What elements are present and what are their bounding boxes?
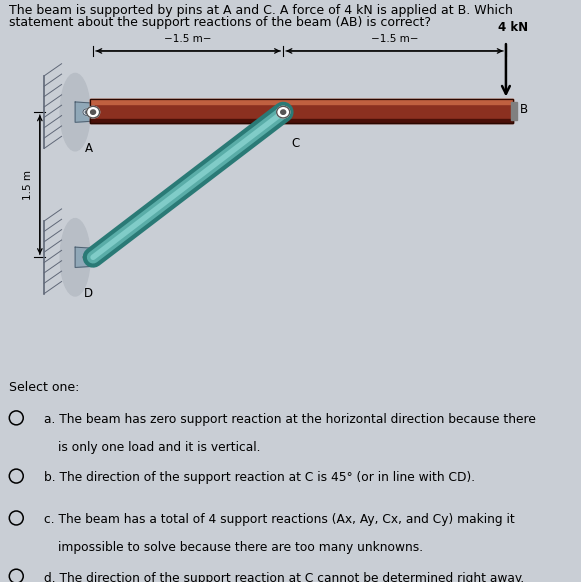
- Text: statement about the support reactions of the beam (AB) is correct?: statement about the support reactions of…: [9, 16, 431, 29]
- Circle shape: [281, 110, 286, 114]
- Text: Select one:: Select one:: [9, 381, 79, 394]
- Text: 4 kN: 4 kN: [498, 21, 528, 34]
- Circle shape: [83, 109, 90, 115]
- Text: C: C: [291, 137, 300, 150]
- Bar: [91, 100, 513, 123]
- Text: a. The beam has zero support reaction at the horizontal direction because there: a. The beam has zero support reaction at…: [44, 413, 536, 426]
- Text: 1.5 m: 1.5 m: [23, 170, 33, 200]
- Circle shape: [83, 254, 90, 261]
- Circle shape: [85, 256, 88, 258]
- Text: c. The beam has a total of 4 support reactions (Ax, Ay, Cx, and Cy) making it: c. The beam has a total of 4 support rea…: [44, 513, 514, 526]
- Text: −1.5 m−: −1.5 m−: [371, 34, 418, 44]
- Circle shape: [85, 111, 88, 113]
- Text: b. The direction of the support reaction at C is 45° (or in line with CD).: b. The direction of the support reaction…: [44, 471, 475, 484]
- Text: A: A: [85, 142, 93, 155]
- Text: −1.5 m−: −1.5 m−: [164, 34, 212, 44]
- Bar: [91, 119, 513, 123]
- Bar: [91, 100, 513, 104]
- Ellipse shape: [60, 219, 90, 296]
- Text: The beam is supported by pins at A and C. A force of 4 kN is applied at B. Which: The beam is supported by pins at A and C…: [9, 4, 512, 17]
- Text: D: D: [84, 288, 94, 300]
- Ellipse shape: [60, 73, 90, 151]
- Polygon shape: [75, 247, 91, 268]
- Circle shape: [277, 107, 290, 118]
- Bar: [91, 100, 513, 123]
- Bar: [511, 102, 517, 120]
- Circle shape: [91, 110, 95, 114]
- Polygon shape: [75, 102, 91, 122]
- Circle shape: [87, 107, 99, 118]
- Text: impossible to solve because there are too many unknowns.: impossible to solve because there are to…: [58, 541, 423, 554]
- Text: d. The direction of the support reaction at C cannot be determined right away.: d. The direction of the support reaction…: [44, 572, 524, 582]
- Text: B: B: [519, 103, 528, 116]
- Text: is only one load and it is vertical.: is only one load and it is vertical.: [58, 441, 261, 454]
